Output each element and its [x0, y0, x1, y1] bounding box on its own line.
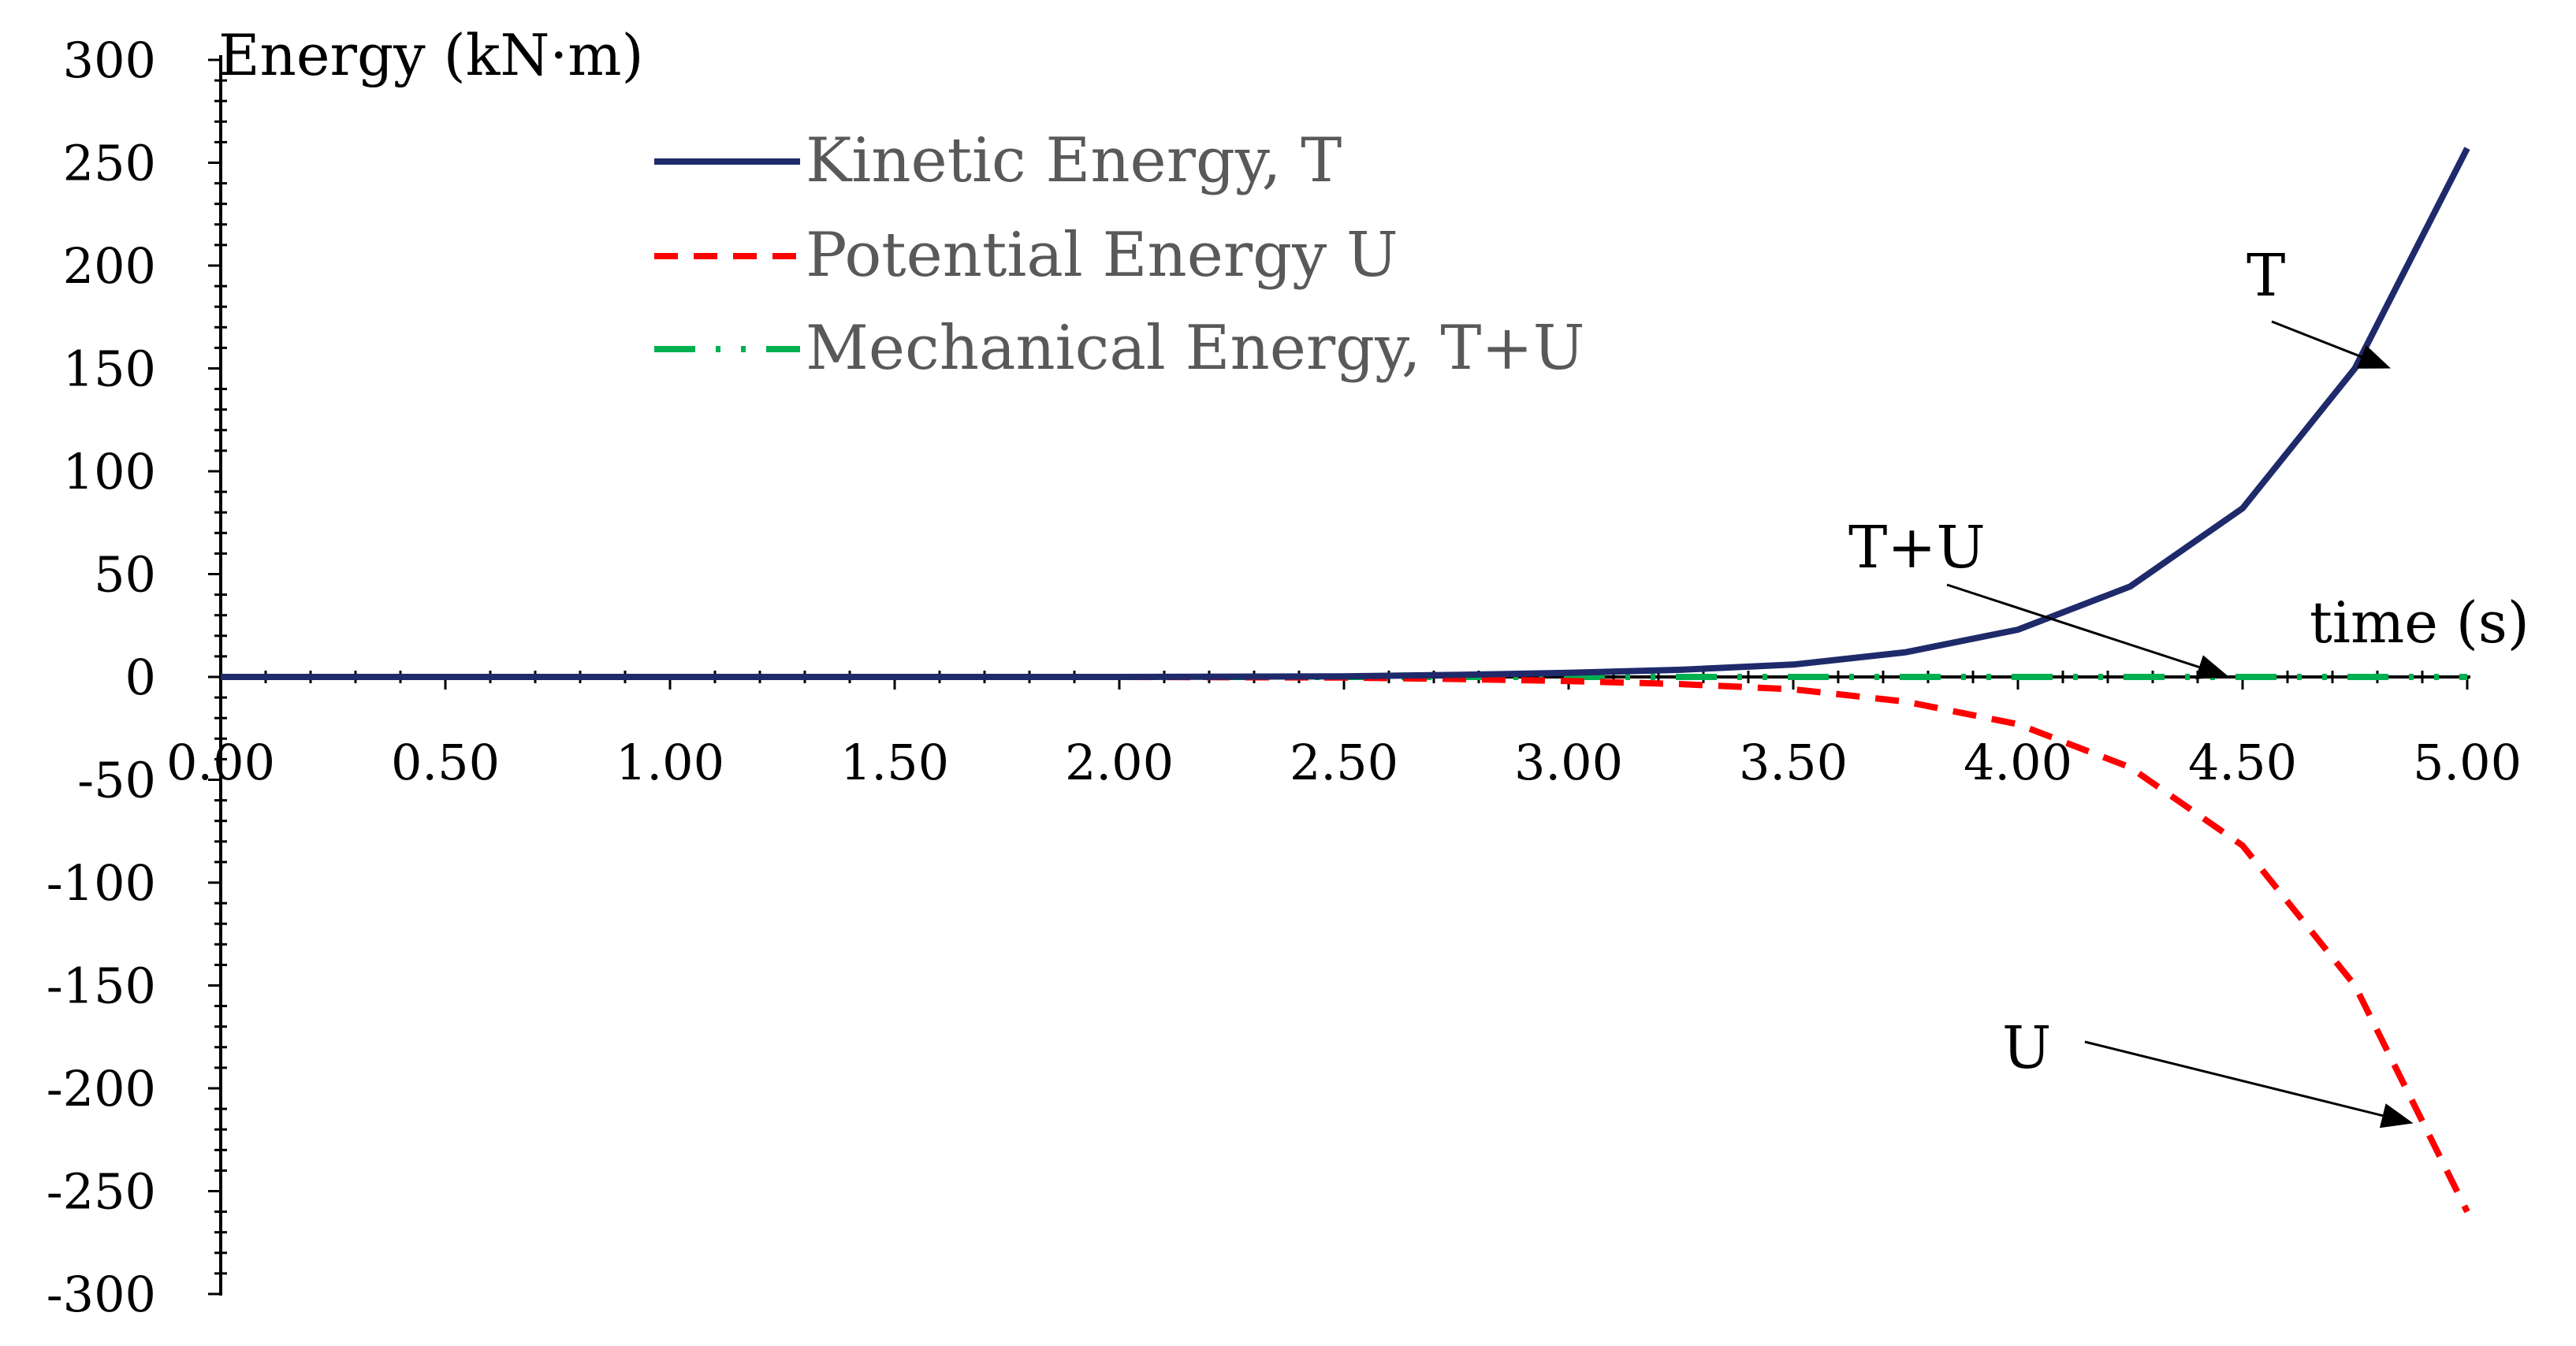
y-tick-label: 50: [94, 546, 156, 604]
legend-item-mechanical: Mechanical Energy, T+U: [654, 313, 1585, 384]
x-tick-label: 4.50: [2188, 734, 2297, 791]
y-axis-title: Energy (kN·m): [218, 22, 644, 88]
annotation-arrowhead-t: [2357, 345, 2392, 369]
x-tick-label: 4.00: [1964, 734, 2072, 791]
annotation-label-tu: T+U: [1848, 514, 1986, 582]
legend-item-potential: Potential Energy U: [654, 220, 1398, 291]
y-tick-label: 250: [63, 135, 156, 192]
legend-label-mechanical: Mechanical Energy, T+U: [806, 313, 1585, 384]
annotation-arrowhead-tu: [2194, 655, 2229, 679]
series-layer: [221, 147, 2470, 1214]
annotation-label-t: T: [2247, 242, 2285, 310]
x-tick-label: 0.00: [166, 734, 275, 791]
y-tick-label: -150: [47, 957, 156, 1015]
x-tick-label: 3.50: [1739, 734, 1848, 791]
y-tick-label: 150: [63, 340, 156, 398]
x-tick-label: 5.00: [2413, 734, 2522, 791]
x-tick-label: 1.00: [616, 734, 724, 791]
x-tick-label: 2.50: [1290, 734, 1398, 791]
y-tick-label: 0: [125, 649, 156, 706]
series-line-kinetic: [221, 147, 2470, 680]
y-tick-label: 300: [63, 32, 156, 89]
legend: Kinetic Energy, T Potential Energy U Mec…: [654, 125, 1585, 384]
annotation-arrow-u: [2084, 1040, 2384, 1117]
annotation-arrow-t: [2271, 320, 2362, 359]
x-axis-title: time (s): [2310, 589, 2529, 656]
legend-item-kinetic: Kinetic Energy, T: [654, 125, 1342, 196]
y-tick-label: -300: [47, 1266, 156, 1323]
x-tick-label: 2.00: [1065, 734, 1174, 791]
annotations: T T+U U: [1848, 242, 2414, 1128]
legend-label-potential: Potential Energy U: [806, 220, 1398, 291]
x-tick-label: 1.50: [840, 734, 949, 791]
legend-label-kinetic: Kinetic Energy, T: [806, 125, 1342, 196]
annotation-label-u: U: [2002, 1014, 2051, 1082]
tick-labels: 300 250 200 150 100 50 0 -50 -100 -150 -200 -250 -30…: [47, 32, 2522, 1323]
y-tick-label: -100: [47, 854, 156, 912]
x-tick-label: 0.50: [391, 734, 500, 791]
y-tick-label: -200: [47, 1060, 156, 1117]
annotation-arrowhead-u: [2379, 1103, 2414, 1128]
annotation-arrow-tu: [1946, 583, 2200, 669]
y-tick-label: 200: [63, 237, 156, 295]
x-tick-label: 3.00: [1514, 734, 1623, 791]
y-tick-label: -250: [47, 1163, 156, 1221]
y-tick-label: -50: [77, 752, 156, 809]
y-tick-label: 100: [63, 443, 156, 500]
